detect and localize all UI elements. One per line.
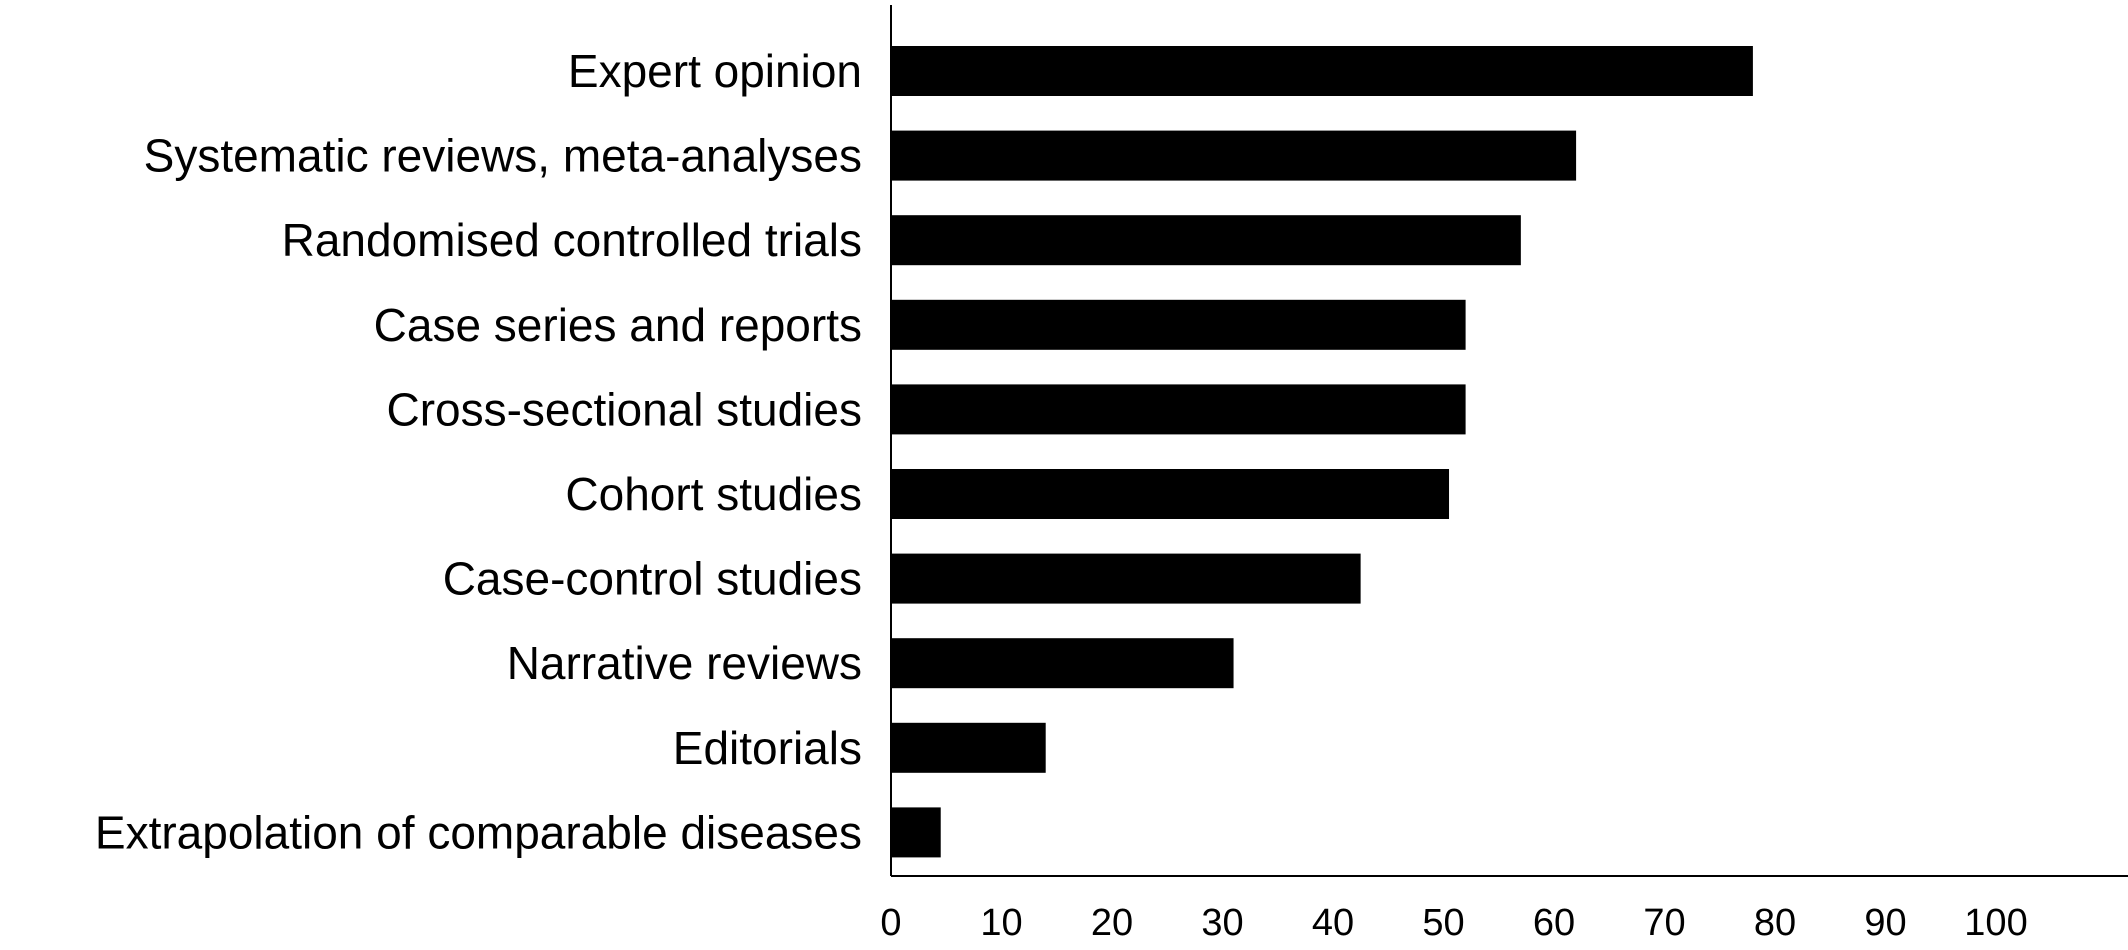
x-tick-label: 20 — [1091, 902, 1133, 944]
category-label: Case-control studies — [443, 553, 862, 605]
x-tick-label: 0 — [880, 902, 901, 944]
x-tick-label: 10 — [980, 902, 1022, 944]
bar — [891, 384, 1466, 435]
bar — [891, 638, 1234, 689]
bar — [891, 807, 941, 858]
category-label: Expert opinion — [568, 45, 862, 97]
x-tick-label: 70 — [1643, 902, 1685, 944]
bar — [891, 299, 1466, 350]
bar — [891, 722, 1046, 773]
x-tick-label: 80 — [1754, 902, 1796, 944]
category-label: Systematic reviews, meta-analyses — [144, 130, 862, 182]
category-label: Randomised controlled trials — [282, 214, 862, 266]
bar — [891, 553, 1361, 604]
category-labels: Expert opinion Systematic reviews, meta-a… — [95, 45, 862, 858]
x-tick-label: 90 — [1864, 902, 1906, 944]
x-tick-label: 100 — [1964, 902, 2027, 944]
x-tick-label: 50 — [1422, 902, 1464, 944]
category-label: Extrapolation of comparable diseases — [95, 806, 862, 858]
category-label: Editorials — [673, 722, 862, 774]
category-label: Narrative reviews — [507, 637, 862, 689]
x-tick-label: 40 — [1312, 902, 1354, 944]
bars-layer — [891, 46, 1753, 858]
category-label: Cohort studies — [565, 468, 862, 520]
bar — [891, 469, 1450, 519]
bar — [891, 130, 1577, 181]
x-tick-label: 30 — [1201, 902, 1243, 944]
bar — [891, 46, 1753, 96]
x-tick-label: 60 — [1533, 902, 1575, 944]
x-axis-ticks: 0 10 20 30 40 50 60 70 80 90 100 — [880, 902, 2027, 944]
category-label: Case series and reports — [374, 299, 862, 351]
category-label: Cross-sectional studies — [386, 383, 862, 435]
bar — [891, 215, 1521, 266]
